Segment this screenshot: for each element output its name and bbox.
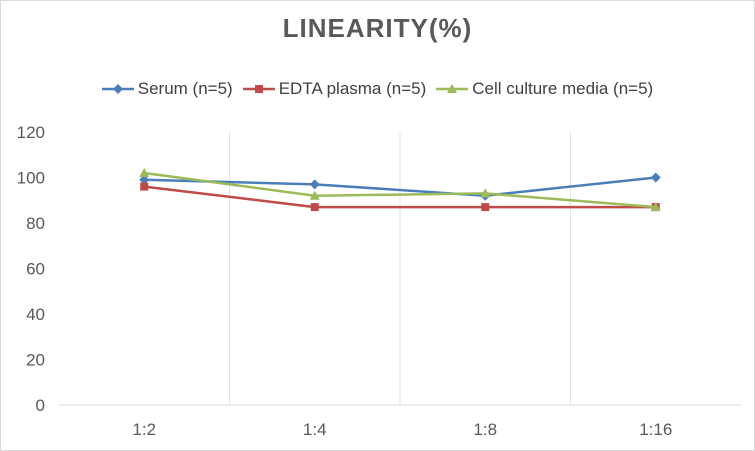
y-tick-label: 120	[17, 123, 45, 142]
data-point-0	[309, 179, 320, 190]
y-tick-label: 40	[26, 305, 45, 324]
series-line-2	[144, 171, 656, 209]
data-point-2	[480, 188, 491, 198]
legend-item-serum: Serum (n=5)	[101, 79, 233, 99]
chart-legend: Serum (n=5) EDTA plasma (n=5) Cell cultu…	[1, 79, 754, 99]
legend-marker-cell-culture-media	[436, 84, 469, 93]
legend-label-cell-culture-media: Cell culture media (n=5)	[472, 79, 654, 98]
legend-label-serum: Serum (n=5)	[137, 79, 233, 98]
x-tick-label: 1:4	[303, 420, 327, 439]
series-line-1	[144, 185, 656, 209]
legend-item-cell-culture-media: Cell culture media (n=5)	[436, 79, 653, 99]
series-line-0	[144, 176, 656, 197]
chart-title: LINEARITY(%)	[282, 13, 473, 43]
data-point-0	[139, 174, 150, 185]
y-tick-label: 0	[36, 396, 45, 415]
x-tick-label: 1:16	[639, 420, 672, 439]
y-tick-label: 100	[17, 169, 45, 188]
data-point-0	[650, 172, 661, 183]
y-tick-label: 60	[26, 260, 45, 279]
data-point-2	[139, 167, 150, 177]
legend-item-edta-plasma: EDTA plasma (n=5)	[242, 79, 427, 99]
x-tick-label: 1:8	[473, 420, 497, 439]
data-point-2	[309, 190, 320, 200]
x-tick-label: 1:2	[132, 420, 156, 439]
y-tick-label: 80	[26, 214, 45, 233]
data-point-1	[140, 182, 149, 191]
y-tick-label: 20	[26, 351, 45, 370]
legend-marker-serum	[101, 84, 134, 94]
data-point-2	[650, 202, 661, 212]
data-point-1	[310, 203, 319, 212]
data-point-1	[481, 203, 490, 212]
legend-marker-edta-plasma	[242, 85, 275, 93]
legend-label-edta-plasma: EDTA plasma (n=5)	[278, 79, 427, 98]
